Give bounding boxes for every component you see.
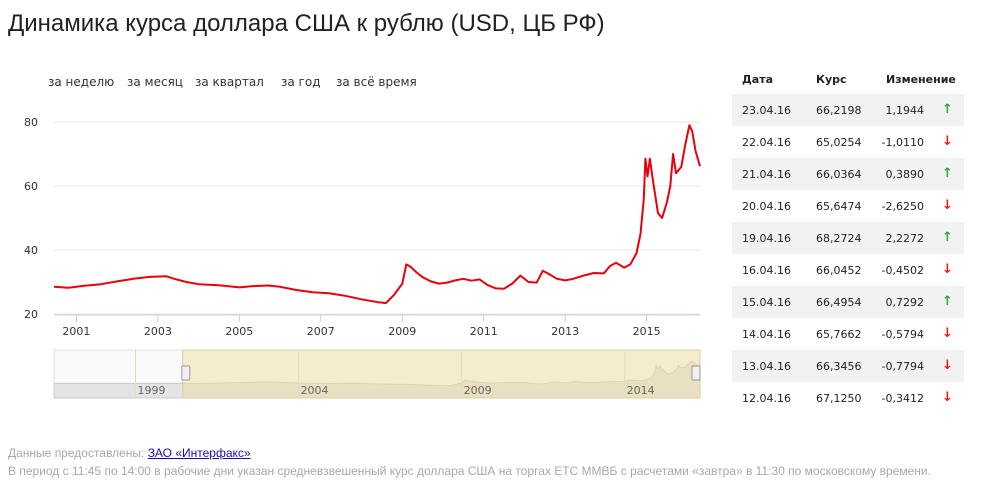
navigator-tick-label: 2004 — [301, 384, 329, 397]
navigator-area — [53, 360, 701, 399]
x-tick-label: 2013 — [551, 325, 579, 338]
arrow-down-icon: ↓ — [942, 198, 953, 213]
row-rate: 66,3456 — [816, 360, 862, 373]
table-row: 21.04.16 66,0364 0,3890 ↑ — [732, 158, 964, 190]
row-date: 20.04.16 — [742, 200, 791, 213]
arrow-down-icon: ↓ — [942, 134, 953, 149]
period-week[interactable]: за неделю — [48, 75, 115, 89]
table-row: 13.04.16 66,3456 -0,7794 ↓ — [732, 350, 964, 382]
source-prefix: Данные предоставлены: — [8, 446, 148, 460]
row-date: 22.04.16 — [742, 136, 791, 149]
table-row: 12.04.16 67,1250 -0,3412 ↓ — [732, 382, 964, 414]
chart-grid — [54, 121, 700, 315]
rates-table-body: 23.04.16 66,2198 1,1944 ↑ 22.04.16 65,0254 -1,… — [732, 94, 964, 414]
page-title: Динамика курса доллара США к рублю (USD,… — [8, 10, 605, 37]
x-tick-label: 2003 — [144, 325, 172, 338]
row-rate: 65,7662 — [816, 328, 862, 341]
period-month[interactable]: за месяц — [127, 75, 183, 89]
row-rate: 66,2198 — [816, 104, 862, 117]
x-tick-label: 2009 — [388, 325, 416, 338]
navigator-tick-label: 2014 — [627, 384, 655, 397]
source-link[interactable]: ЗАО «Интерфакс» — [147, 446, 251, 460]
row-date: 23.04.16 — [742, 104, 791, 117]
y-tick-label: 20 — [24, 308, 38, 321]
navigator-tick-label: 2009 — [464, 384, 492, 397]
table-row: 22.04.16 65,0254 -1,0110 ↓ — [732, 126, 964, 158]
row-date: 15.04.16 — [742, 296, 791, 309]
table-row: 14.04.16 65,7662 -0,5794 ↓ — [732, 318, 964, 350]
navigator-tick-label: 1999 — [138, 384, 166, 397]
row-rate: 66,0452 — [816, 264, 862, 277]
x-tick-label: 2005 — [225, 325, 253, 338]
navigator-handle-right[interactable] — [691, 365, 701, 381]
row-change: 1,1944 — [885, 104, 925, 117]
period-quarter[interactable]: за квартал — [195, 75, 264, 89]
row-change: -0,3412 — [881, 392, 924, 405]
row-change: 0,3890 — [885, 168, 925, 181]
table-row: 20.04.16 65,6474 -2,6250 ↓ — [732, 190, 964, 222]
x-axis: 2001 2003 2005 2007 2009 2011 2013 2015 — [54, 314, 700, 338]
period-all-time[interactable]: за всё время — [336, 75, 417, 89]
row-change: -0,4502 — [881, 264, 924, 277]
row-rate: 68,2724 — [816, 232, 862, 245]
range-navigator[interactable]: 1999 2004 2009 2014 — [53, 349, 701, 399]
footer-note: В период с 11:45 по 14:00 в рабочие дни … — [8, 464, 931, 478]
row-change: 2,2272 — [885, 232, 925, 245]
row-date: 16.04.16 — [742, 264, 791, 277]
row-change: -0,5794 — [881, 328, 924, 341]
row-date: 13.04.16 — [742, 360, 791, 373]
series-line — [53, 124, 701, 305]
row-date: 12.04.16 — [742, 392, 791, 405]
rates-table-header: Дата Курс Изменение — [732, 64, 964, 94]
row-change: -0,7794 — [881, 360, 924, 373]
row-rate: 66,4954 — [816, 296, 862, 309]
header-change: Изменение — [886, 73, 956, 86]
arrow-up-icon: ↑ — [942, 102, 953, 117]
header-date: Дата — [742, 73, 774, 86]
x-tick-label: 2007 — [307, 325, 335, 338]
row-rate: 65,0254 — [816, 136, 862, 149]
x-tick-label: 2001 — [62, 325, 90, 338]
row-date: 19.04.16 — [742, 232, 791, 245]
row-rate: 66,0364 — [816, 168, 862, 181]
arrow-down-icon: ↓ — [942, 358, 953, 373]
table-row: 16.04.16 66,0452 -0,4502 ↓ — [732, 254, 964, 286]
row-date: 21.04.16 — [742, 168, 791, 181]
arrow-up-icon: ↑ — [942, 230, 953, 245]
table-row: 15.04.16 66,4954 0,7292 ↑ — [732, 286, 964, 318]
rates-table: Дата Курс Изменение 23.04.16 66,2198 1,194… — [732, 64, 964, 414]
arrow-down-icon: ↓ — [942, 390, 953, 405]
y-axis: 20 40 60 80 — [24, 116, 38, 321]
x-tick-label: 2011 — [470, 325, 498, 338]
row-date: 14.04.16 — [742, 328, 791, 341]
header-rate: Курс — [816, 73, 847, 86]
usd-rub-chart[interactable]: 20 40 60 80 2001 2003 2005 2007 2009 2011 2013 201… — [0, 100, 720, 410]
row-rate: 65,6474 — [816, 200, 862, 213]
arrow-up-icon: ↑ — [942, 294, 953, 309]
navigator-handle-left[interactable] — [181, 365, 191, 381]
table-row: 19.04.16 68,2724 2,2272 ↑ — [732, 222, 964, 254]
navigator-selection — [182, 349, 701, 399]
y-tick-label: 40 — [24, 244, 38, 257]
row-change: 0,7292 — [885, 296, 925, 309]
arrow-up-icon: ↑ — [942, 166, 953, 181]
y-tick-label: 60 — [24, 180, 38, 193]
row-rate: 67,1250 — [816, 392, 862, 405]
table-row: 23.04.16 66,2198 1,1944 ↑ — [732, 94, 964, 126]
arrow-down-icon: ↓ — [942, 262, 953, 277]
period-year[interactable]: за год — [281, 75, 321, 89]
x-tick-label: 2015 — [633, 325, 661, 338]
arrow-down-icon: ↓ — [942, 326, 953, 341]
row-change: -1,0110 — [881, 136, 924, 149]
y-tick-label: 80 — [24, 116, 38, 129]
footer: Данные предоставлены: ЗАО «Интерфакс» В … — [8, 444, 983, 480]
row-change: -2,6250 — [881, 200, 924, 213]
